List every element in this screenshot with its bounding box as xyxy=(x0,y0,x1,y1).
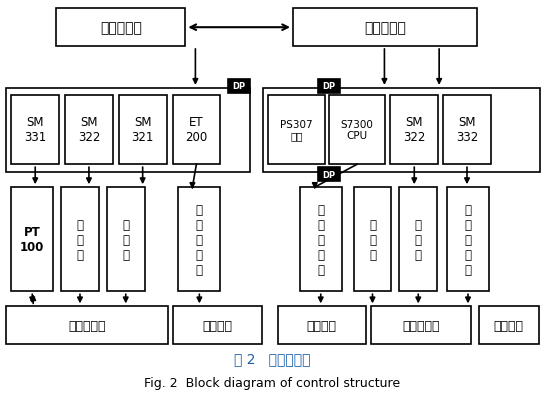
Bar xyxy=(7,89,250,173)
Bar xyxy=(372,306,471,344)
Text: 执
行
器: 执 行 器 xyxy=(76,218,83,261)
Text: SM
321: SM 321 xyxy=(131,116,154,144)
Bar xyxy=(11,188,53,292)
Text: 糊
口
变
频
器: 糊 口 变 频 器 xyxy=(317,203,324,276)
Text: 图 2   控制结构图: 图 2 控制结构图 xyxy=(234,351,310,365)
Text: 工业计算机: 工业计算机 xyxy=(364,21,406,35)
Text: DP: DP xyxy=(322,82,335,91)
Bar xyxy=(263,89,540,173)
Bar xyxy=(11,95,59,165)
Text: SM
332: SM 332 xyxy=(456,116,478,144)
Text: 印
刷
变
频
器: 印 刷 变 频 器 xyxy=(196,203,203,276)
Bar xyxy=(479,306,538,344)
Text: SM
322: SM 322 xyxy=(403,116,426,144)
Bar xyxy=(178,188,220,292)
Bar xyxy=(107,188,144,292)
Bar xyxy=(390,95,438,165)
Bar xyxy=(447,188,489,292)
Bar xyxy=(399,188,437,292)
Bar xyxy=(7,306,167,344)
Bar xyxy=(300,188,342,292)
Text: ET
200: ET 200 xyxy=(185,116,208,144)
Bar xyxy=(56,9,185,47)
Text: 传
感
器: 传 感 器 xyxy=(369,218,376,261)
Bar xyxy=(329,95,385,165)
Text: 出袋电机: 出袋电机 xyxy=(494,319,524,332)
Bar xyxy=(228,80,250,93)
Bar xyxy=(119,95,167,165)
Text: 印刷包装机: 印刷包装机 xyxy=(68,319,106,332)
Text: S7300
CPU: S7300 CPU xyxy=(341,119,373,141)
Text: Fig. 2  Block diagram of control structure: Fig. 2 Block diagram of control structur… xyxy=(144,376,400,389)
Bar xyxy=(173,306,262,344)
Text: DP: DP xyxy=(233,82,246,91)
Bar xyxy=(61,188,99,292)
Bar xyxy=(354,188,391,292)
Bar xyxy=(268,95,325,165)
Bar xyxy=(318,80,340,93)
Bar xyxy=(293,9,477,47)
Text: 糊口包装机: 糊口包装机 xyxy=(403,319,440,332)
Text: SM
331: SM 331 xyxy=(24,116,46,144)
Bar xyxy=(65,95,113,165)
Text: 液晶触摸屏: 液晶触摸屏 xyxy=(100,21,142,35)
Text: 出
袋
变
频
器: 出 袋 变 频 器 xyxy=(464,203,471,276)
Text: 印刷电机: 印刷电机 xyxy=(202,319,232,332)
Text: 传
感
器: 传 感 器 xyxy=(122,218,129,261)
Text: DP: DP xyxy=(322,170,335,179)
Bar xyxy=(278,306,366,344)
Text: 执
行
器: 执 行 器 xyxy=(415,218,422,261)
Text: 糊口电机: 糊口电机 xyxy=(307,319,337,332)
Bar xyxy=(443,95,491,165)
Text: PS307
电源: PS307 电源 xyxy=(280,119,313,141)
Text: SM
322: SM 322 xyxy=(78,116,100,144)
Text: PT
100: PT 100 xyxy=(20,226,45,253)
Bar xyxy=(173,95,220,165)
Bar xyxy=(318,168,340,182)
